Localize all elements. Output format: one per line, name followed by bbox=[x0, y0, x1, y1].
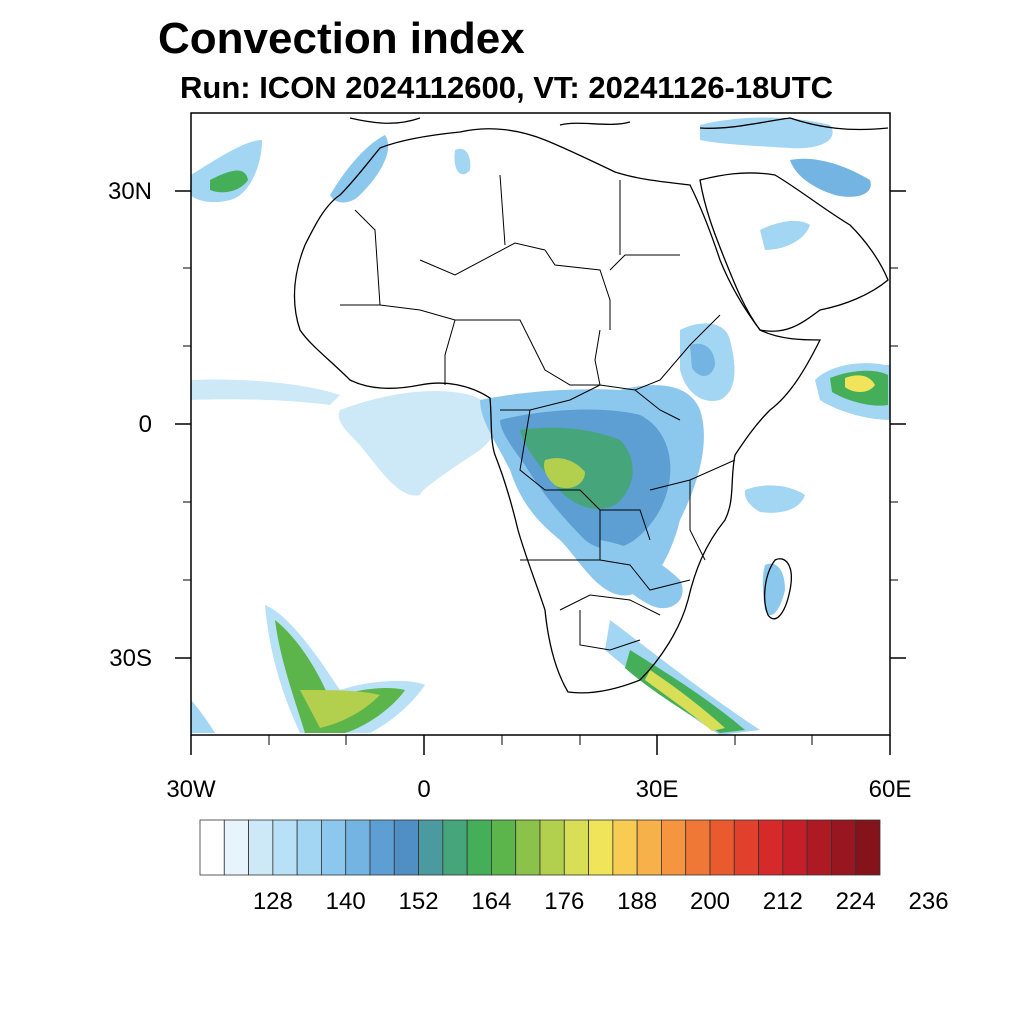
colorbar-swatch bbox=[418, 819, 444, 876]
cloud-south-atlantic-peak bbox=[300, 690, 380, 728]
cloud-nw-atlantic bbox=[191, 140, 262, 203]
arabia-coast bbox=[699, 172, 889, 332]
colorbar-tick-label: 224 bbox=[835, 888, 876, 915]
colorbar-swatch bbox=[563, 819, 589, 876]
axis-minor-ticks bbox=[183, 267, 898, 745]
cloud-mediterranean bbox=[700, 117, 833, 149]
lat-label-eq: 0 bbox=[138, 411, 152, 438]
mediterranean-north-coast bbox=[349, 117, 889, 131]
axis-ticks bbox=[175, 190, 906, 755]
lat-label-30n: 30N bbox=[107, 178, 152, 205]
cloud-indian-ocean bbox=[744, 485, 805, 513]
lon-label-0: 0 bbox=[417, 776, 431, 803]
colorbar-tick-label: 212 bbox=[762, 888, 803, 915]
colorbar-swatch bbox=[515, 819, 541, 876]
chart-subtitle: Run: ICON 2024112600, VT: 20241126-18UTC bbox=[180, 70, 834, 105]
convection-field bbox=[191, 117, 890, 735]
cloud-se-band-peak bbox=[645, 670, 725, 731]
colorbar-swatch bbox=[248, 819, 274, 876]
colorbar-tick-label: 128 bbox=[252, 888, 293, 915]
africa-coastline bbox=[293, 128, 822, 694]
colorbar-swatch bbox=[466, 819, 492, 876]
cloud-arabia bbox=[760, 220, 810, 250]
cloud-sw-corner bbox=[191, 700, 215, 733]
colorbar-swatch bbox=[782, 819, 808, 876]
colorbar-tick-label: 152 bbox=[398, 888, 439, 915]
colorbar-swatch bbox=[661, 819, 687, 876]
cloud-morocco bbox=[330, 135, 389, 203]
colorbar-tick-label: 176 bbox=[544, 888, 585, 915]
colorbar-swatch bbox=[612, 819, 638, 876]
colorbar-tick-label: 200 bbox=[689, 888, 731, 915]
colorbar-swatch bbox=[758, 819, 784, 876]
colorbar-swatch bbox=[831, 819, 857, 876]
cloud-se-band-core bbox=[625, 650, 745, 733]
cloud-se-band bbox=[605, 620, 760, 735]
cloud-atlantic bbox=[338, 390, 497, 496]
colorbar-swatch bbox=[369, 819, 395, 876]
colorbar-swatch bbox=[636, 819, 662, 876]
colorbar-tick-label: 188 bbox=[617, 888, 658, 915]
colorbar-tick-label: 164 bbox=[471, 888, 512, 915]
colorbar-swatch bbox=[223, 819, 249, 876]
colorbar-swatch bbox=[709, 819, 735, 876]
cloud-nw-atlantic-core bbox=[210, 170, 248, 193]
cloud-congo-peak bbox=[544, 458, 585, 489]
colorbar-swatch bbox=[272, 819, 298, 876]
cloud-atlantic-west bbox=[191, 379, 340, 405]
lat-label-30s: 30S bbox=[109, 645, 152, 672]
colorbar-swatch bbox=[442, 819, 468, 876]
cloud-algeria bbox=[454, 148, 471, 175]
lon-label-60e: 60E bbox=[868, 776, 912, 803]
colorbar-swatch bbox=[296, 819, 322, 876]
colorbar-swatch bbox=[855, 819, 881, 876]
coastlines bbox=[293, 117, 889, 694]
cloud-zambia bbox=[600, 540, 683, 609]
border-lines bbox=[340, 174, 736, 651]
colorbar-tick-label: 140 bbox=[325, 888, 366, 915]
colorbar-swatch bbox=[733, 819, 759, 876]
cloud-south-atlantic-core bbox=[275, 620, 405, 733]
cloud-madagascar bbox=[762, 563, 785, 616]
colorbar-swatch bbox=[806, 819, 832, 876]
colorbar-swatch bbox=[199, 819, 225, 876]
madagascar-coast bbox=[764, 558, 792, 620]
lon-label-30e: 30E bbox=[635, 776, 679, 803]
lon-label-30w: 30W bbox=[166, 776, 216, 803]
cloud-iran bbox=[790, 158, 871, 197]
chart-title: Convection index bbox=[158, 14, 525, 63]
colorbar-swatch bbox=[539, 819, 565, 876]
country-borders bbox=[340, 174, 736, 651]
colorbar-swatch bbox=[393, 819, 419, 876]
colorbar-swatch bbox=[491, 819, 517, 876]
colorbar-swatch bbox=[321, 819, 347, 876]
cloud-east-africa-core bbox=[690, 343, 715, 376]
colorbar-swatch bbox=[685, 819, 711, 876]
colorbar-swatch bbox=[345, 819, 371, 876]
cloud-arabian-sea-peak bbox=[845, 375, 875, 392]
colorbar bbox=[199, 819, 881, 876]
colorbar-swatch bbox=[588, 819, 614, 876]
colorbar-tick-label: 236 bbox=[908, 888, 949, 915]
